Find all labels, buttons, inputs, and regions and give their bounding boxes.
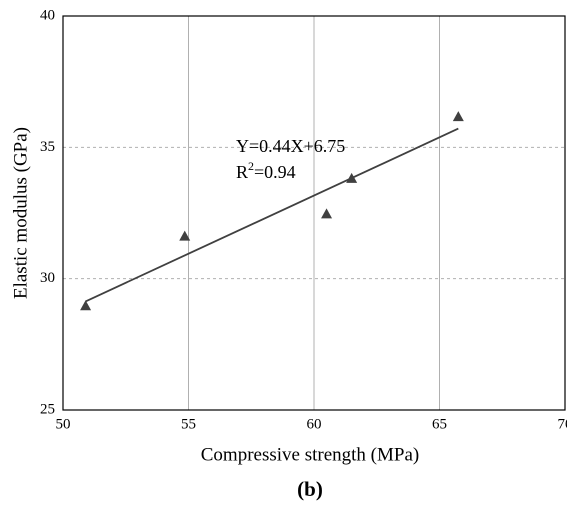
y-tick-label: 25 — [40, 401, 55, 417]
x-tick-label: 55 — [181, 416, 196, 432]
y-tick-label: 30 — [40, 270, 55, 286]
trendline — [85, 127, 459, 303]
x-tick-label: 50 — [56, 416, 71, 432]
caption: (b) — [297, 477, 323, 501]
x-axis-label: Compressive strength (MPa) — [201, 444, 419, 465]
r2-sup: 2 — [248, 159, 254, 173]
data-point — [346, 172, 358, 183]
r2-label: R2=0.94 — [236, 159, 296, 182]
equation: Y=0.44X+6.75 — [236, 136, 345, 156]
data-point — [179, 230, 191, 241]
x-tick-label: 65 — [432, 416, 447, 432]
x-tick-label: 70 — [558, 416, 567, 432]
y-tick-label: 35 — [40, 139, 55, 155]
data-point — [452, 111, 464, 122]
data-point — [80, 300, 92, 311]
y-tick-label: 40 — [40, 7, 55, 23]
r2-base: R — [236, 162, 248, 182]
plot-frame — [62, 15, 566, 411]
data-point — [321, 208, 333, 219]
r2-rest: =0.94 — [254, 162, 296, 182]
y-axis-label: Elastic modulus (GPa) — [10, 127, 31, 299]
x-tick-label: 60 — [307, 416, 322, 432]
